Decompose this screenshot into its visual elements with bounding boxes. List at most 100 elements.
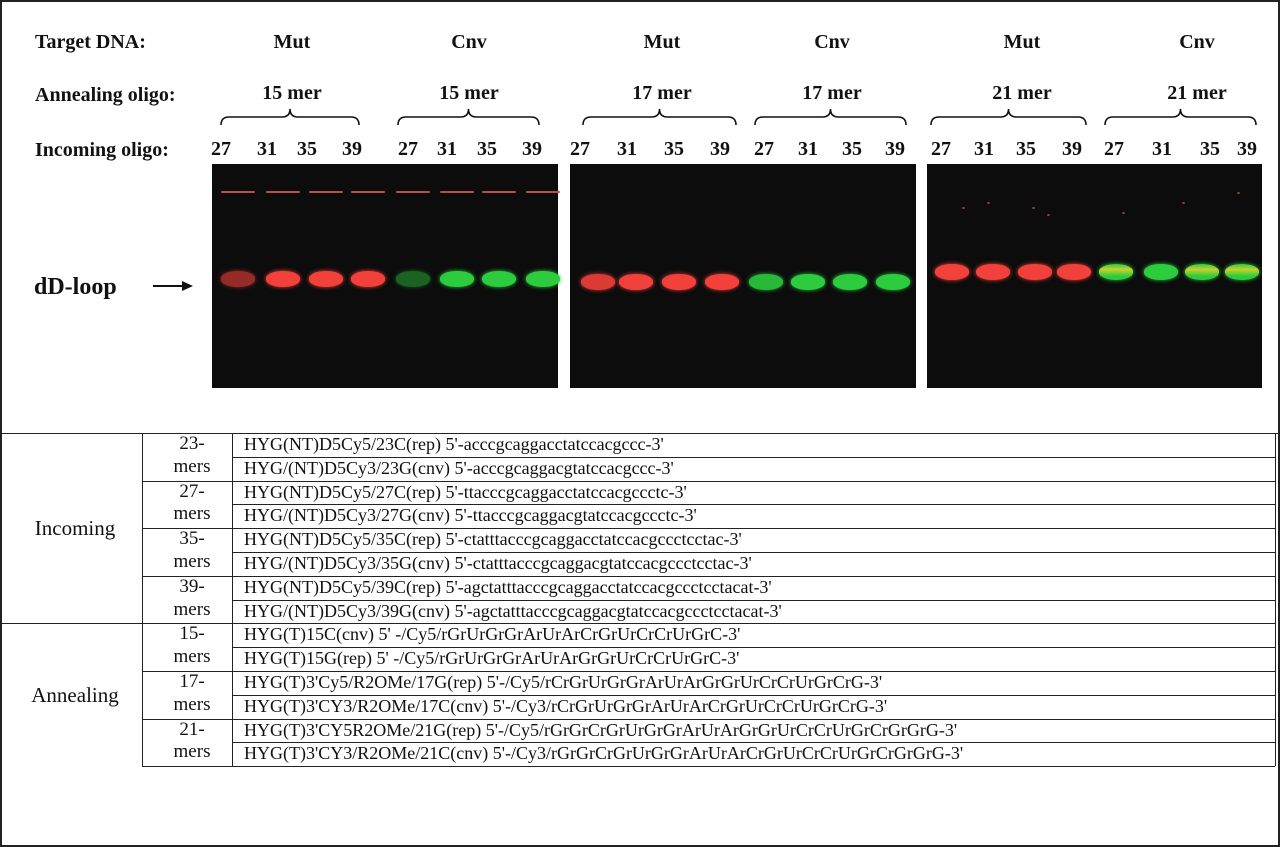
grouping-brace [220, 108, 360, 126]
sequence-text: HYG(NT)D5Cy5/39C(rep) 5'-agctatttacccgca… [244, 576, 772, 597]
incoming-oligo-lane-number: 27 [1104, 138, 1124, 160]
gel-speck [962, 207, 965, 209]
length-label: 23- [179, 433, 205, 454]
group-divider [2, 623, 1275, 625]
incoming-oligo-lane-number: 31 [798, 138, 818, 160]
gel-band-faint [440, 191, 474, 193]
target-dna-value: Cnv [814, 31, 850, 53]
gel-band [1225, 264, 1259, 280]
gel-band [1018, 264, 1052, 280]
incoming-oligo-lane-number: 31 [617, 138, 637, 160]
subgroup-divider [142, 575, 1275, 577]
group-name: Annealing [31, 682, 119, 707]
subgroup-divider [142, 671, 1275, 672]
row-divider [232, 552, 1275, 553]
incoming-oligo-lane-number: 31 [257, 138, 277, 160]
incoming-oligo-lane-number: 35 [477, 138, 497, 160]
length-label: mers [173, 741, 211, 763]
gel-band [482, 271, 516, 287]
sequence-text: HYG(T)3'Cy5/R2OMe/17G(rep) 5'-/Cy5/rCrGr… [244, 672, 883, 692]
gel-band-faint [266, 191, 300, 193]
incoming-oligo-lane-number: 35 [1016, 138, 1036, 160]
gel-band [526, 271, 560, 287]
gel-band-faint [221, 191, 255, 193]
sequence-text: HYG/(NT)D5Cy3/27G(cnv) 5'-ttacccgcaggacg… [244, 505, 697, 526]
gel-band [351, 271, 385, 287]
incoming-oligo-lane-number: 35 [297, 138, 317, 160]
annealing-oligo-value: 17 mer [802, 82, 862, 104]
gel-band-faint [351, 191, 385, 193]
row-divider [232, 504, 1275, 506]
subgroup-divider [142, 480, 1275, 482]
grouping-brace [397, 108, 540, 126]
right-arrow-icon [153, 281, 193, 291]
incoming-oligo-lane-number: 39 [1237, 138, 1257, 160]
sequence-text: HYG/(NT)D5Cy3/23G(cnv) 5'-acccgcaggacgta… [244, 457, 674, 478]
incoming-oligo-lane-number: 39 [522, 138, 542, 160]
sequence-text: HYG(T)3'CY3/R2OMe/21C(cnv) 5'-/Cy3/rGrGr… [244, 743, 964, 764]
grouping-brace [1104, 108, 1257, 126]
table-right-border [1275, 433, 1276, 767]
gel-speck [1122, 212, 1125, 214]
gel-band [791, 274, 825, 290]
gel-band [749, 274, 783, 290]
gel-band [1099, 264, 1133, 280]
row-divider [232, 599, 1275, 601]
annealing-oligo-value: 21 mer [992, 82, 1052, 104]
annealing-oligo-value: 17 mer [632, 82, 692, 104]
length-label: 35- [179, 528, 205, 550]
gel-band [1144, 264, 1178, 280]
gel-speck [1032, 207, 1035, 209]
incoming-oligo-lane-number: 35 [842, 138, 862, 160]
length-label: 39- [179, 575, 205, 597]
dd-loop-label: dD-loop [34, 274, 117, 300]
incoming-oligo-lane-number: 35 [664, 138, 684, 160]
sequence-text: HYG(NT)D5Cy5/35C(rep) 5'-ctatttacccgcagg… [244, 529, 742, 550]
row-divider [232, 456, 1275, 458]
gel-speck [1182, 202, 1185, 204]
target-dna-value: Mut [1003, 31, 1041, 53]
subgroup-divider [142, 766, 1275, 768]
gel-band [396, 271, 430, 287]
sequence-text: HYG(T)3'CY5R2OMe/21G(rep) 5'-/Cy5/rGrGrC… [244, 719, 958, 740]
length-label: mers [173, 646, 211, 668]
gel-band [440, 271, 474, 287]
sequence-text: HYG(T)15G(rep) 5' -/Cy5/rGrUrGrGrArUrArG… [244, 648, 740, 669]
length-label: mers [173, 693, 211, 715]
length-label: 15- [179, 623, 205, 645]
gel-band [976, 264, 1010, 280]
sequence-text: HYG(NT)D5Cy5/23C(rep) 5'-acccgcaggacctat… [244, 434, 664, 454]
incoming-oligo-lane-number: 35 [1200, 138, 1220, 160]
gel-band-faint [309, 191, 343, 193]
sequence-table: 23- mers HYG(NT)D5Cy5/23C(rep) 5'-acccgcag… [2, 432, 1280, 847]
gel-band [581, 274, 615, 290]
incoming-oligo-lane-number: 39 [885, 138, 905, 160]
target-dna-value: Cnv [1179, 31, 1215, 53]
incoming-oligo-lane-number: 39 [710, 138, 730, 160]
gel-speck [987, 202, 990, 204]
subgroup-divider [142, 528, 1275, 530]
target-dna-value: Mut [273, 31, 311, 53]
incoming-oligo-lane-number: 27 [398, 138, 418, 160]
group-name: Incoming [34, 516, 116, 541]
target-dna-value: Mut [643, 31, 681, 53]
incoming-oligo-lane-number: 31 [437, 138, 457, 160]
annealing-oligo-value: 15 mer [262, 82, 322, 104]
target-dna-label: Target DNA: [35, 31, 146, 53]
gel-band [876, 274, 910, 290]
row-divider [232, 647, 1275, 649]
incoming-oligo-lane-number: 39 [342, 138, 362, 160]
subgroup-divider [142, 718, 1275, 720]
length-label: mers [173, 503, 211, 525]
grouping-brace [754, 108, 907, 126]
incoming-oligo-lane-number: 39 [1062, 138, 1082, 160]
annealing-oligo-label: Annealing oligo: [35, 84, 176, 106]
annealing-oligo-value: 15 mer [439, 82, 499, 104]
gel-band-faint [526, 191, 560, 193]
row-divider [232, 742, 1275, 744]
length-label: mers [173, 598, 211, 620]
gel-band [935, 264, 969, 280]
gel-band [705, 274, 739, 290]
gel-band [662, 274, 696, 290]
incoming-oligo-lane-number: 27 [754, 138, 774, 160]
